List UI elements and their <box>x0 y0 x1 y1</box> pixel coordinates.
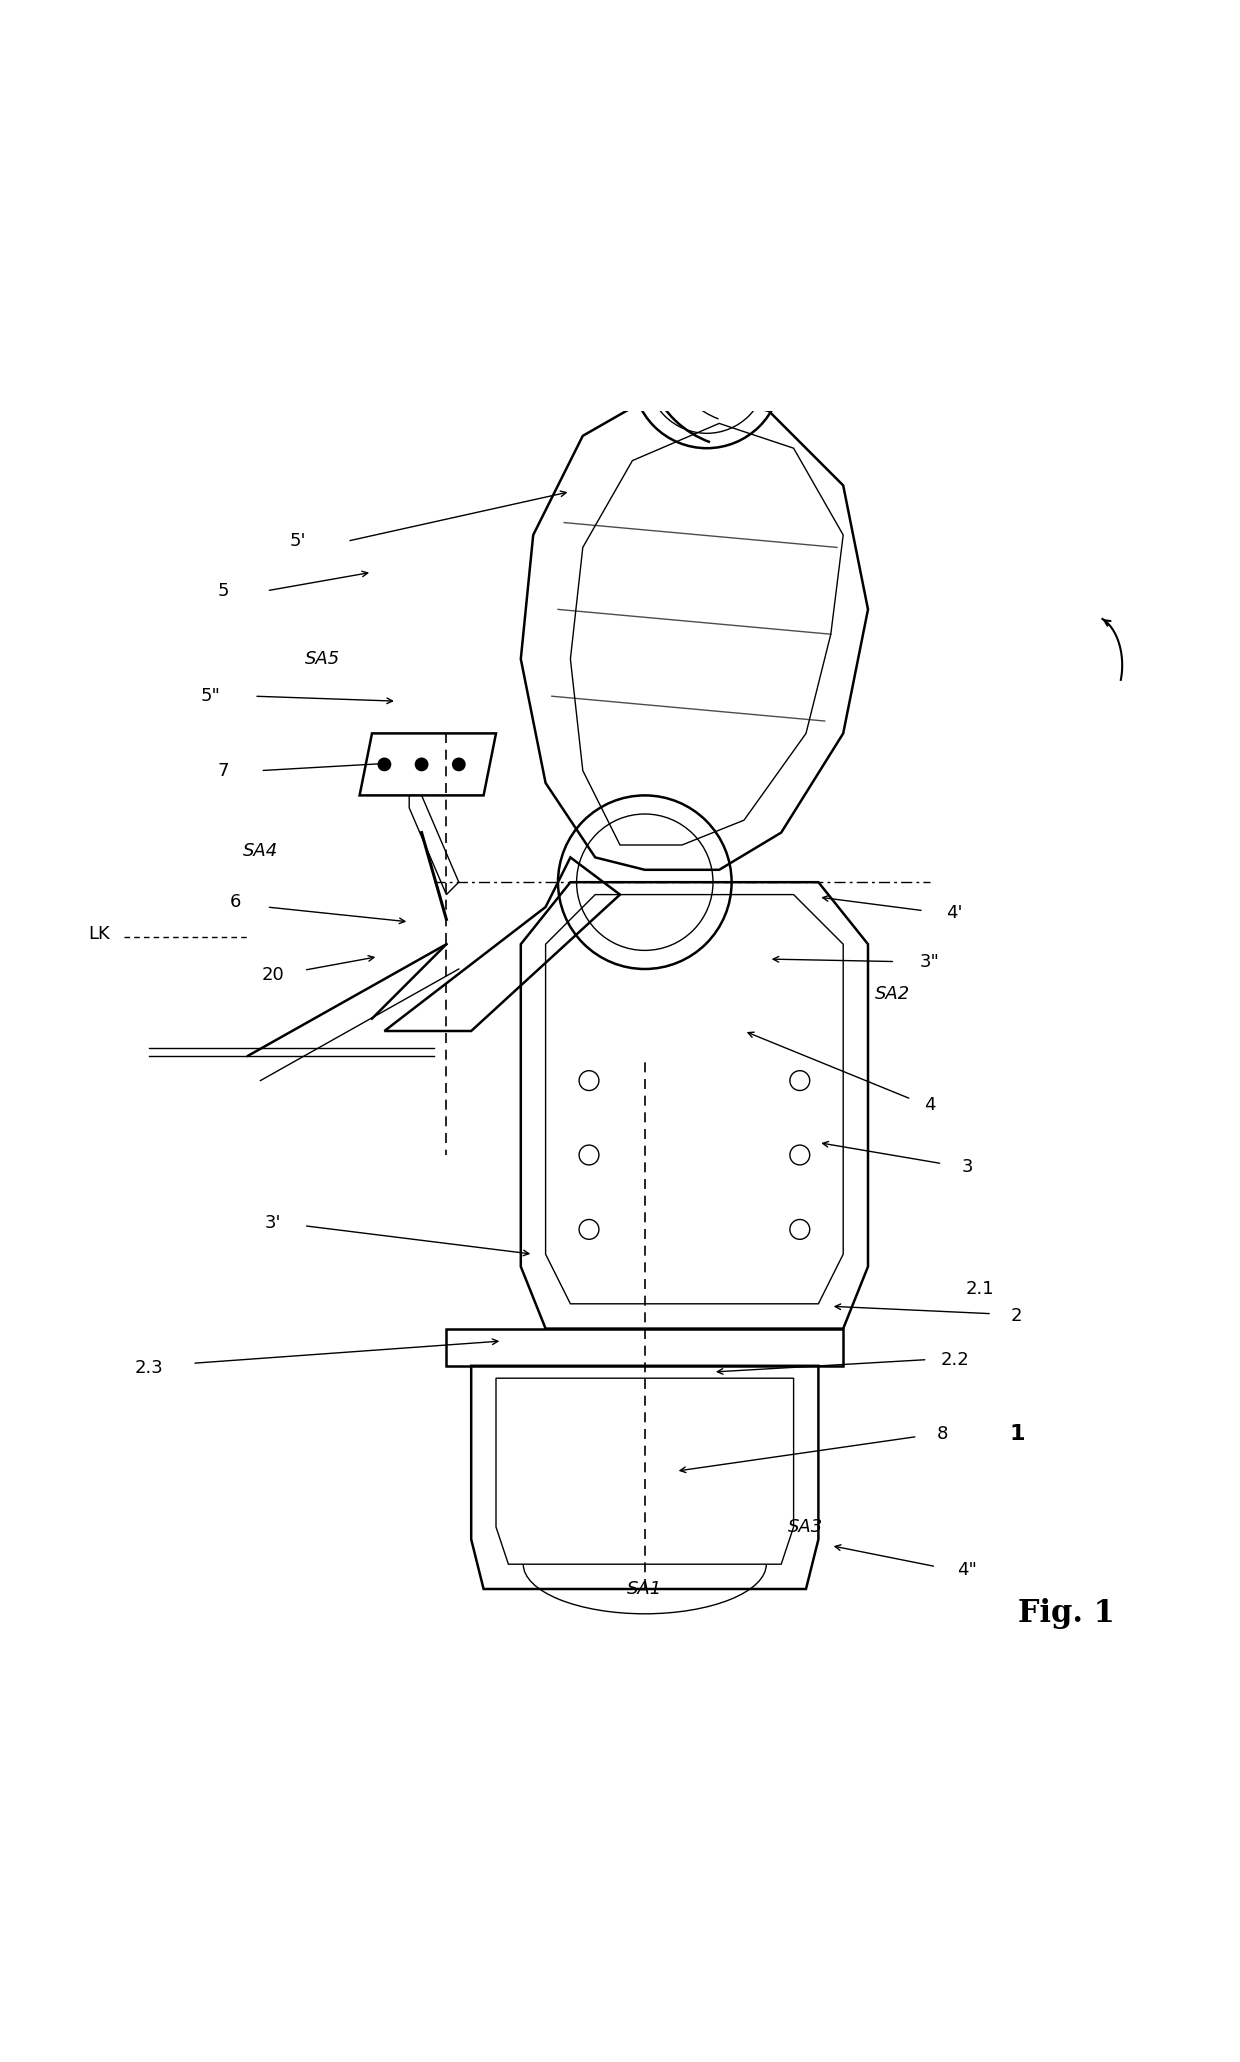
Text: SA3: SA3 <box>789 1518 823 1536</box>
Text: SA5: SA5 <box>305 650 340 668</box>
Circle shape <box>453 759 465 771</box>
Text: 4": 4" <box>957 1561 977 1579</box>
Text: 4: 4 <box>924 1097 936 1113</box>
Text: SA4: SA4 <box>243 841 278 860</box>
Text: 1: 1 <box>1009 1425 1024 1443</box>
Text: 2.3: 2.3 <box>134 1359 164 1377</box>
Text: Fig. 1: Fig. 1 <box>1018 1598 1115 1629</box>
Text: 5': 5' <box>289 532 306 551</box>
Text: 6: 6 <box>229 893 242 911</box>
Text: 2.1: 2.1 <box>965 1281 994 1297</box>
Text: 3: 3 <box>961 1159 973 1177</box>
Text: 4': 4' <box>946 905 963 922</box>
Text: SA1: SA1 <box>627 1579 662 1598</box>
Text: 2: 2 <box>1011 1307 1023 1326</box>
Text: 8: 8 <box>936 1425 949 1443</box>
Text: 5: 5 <box>217 581 229 600</box>
Text: 20: 20 <box>262 967 284 984</box>
Text: 3": 3" <box>920 953 940 971</box>
Text: 2.2: 2.2 <box>940 1351 970 1369</box>
Text: 5": 5" <box>201 687 221 705</box>
Text: SA2: SA2 <box>875 986 910 1002</box>
Text: 3': 3' <box>264 1215 281 1233</box>
Text: 7: 7 <box>217 761 229 779</box>
Text: LK: LK <box>88 926 110 942</box>
Circle shape <box>378 759 391 771</box>
Circle shape <box>415 759 428 771</box>
